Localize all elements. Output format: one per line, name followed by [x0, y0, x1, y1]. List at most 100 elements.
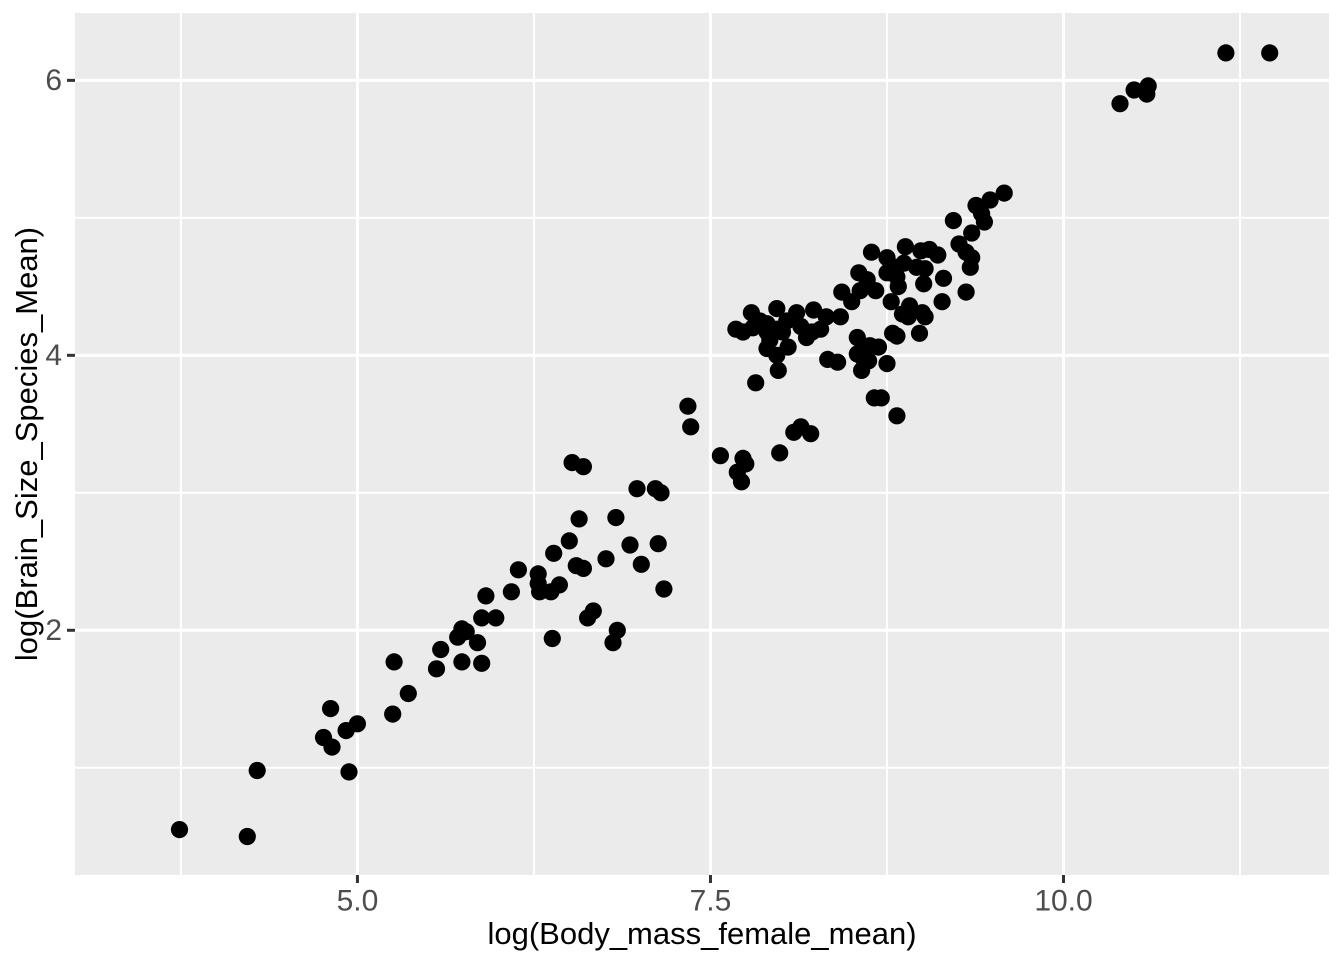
data-point [427, 660, 446, 678]
data-point [604, 634, 622, 652]
data-point [509, 561, 527, 579]
data-point [322, 700, 340, 718]
plot-panel [75, 13, 1329, 875]
data-point [649, 535, 667, 553]
data-point [607, 508, 625, 527]
data-point [560, 532, 578, 550]
data-point [915, 275, 933, 293]
data-point [1138, 85, 1156, 103]
data-point [579, 609, 597, 627]
data-point [543, 629, 561, 648]
data-point [574, 559, 593, 578]
data-point [961, 258, 979, 276]
data-point [869, 338, 888, 356]
data-point [453, 653, 471, 671]
data-point [769, 361, 787, 379]
data-point [682, 418, 700, 436]
data-point [862, 243, 881, 261]
data-point [888, 327, 906, 345]
data-point [545, 544, 563, 562]
data-point [170, 821, 189, 839]
data-point [981, 191, 999, 209]
data-point [1217, 44, 1235, 62]
data-point [323, 738, 341, 756]
data-point [944, 212, 963, 230]
data-point [432, 640, 450, 659]
data-point [963, 224, 981, 242]
data-point [502, 583, 520, 601]
data-point [340, 763, 358, 781]
data-point [899, 308, 917, 326]
y-axis-title: log(Brain_Size_Species_Mean) [9, 227, 44, 661]
data-point [802, 425, 820, 443]
data-point [477, 587, 495, 605]
data-point [732, 473, 751, 491]
y-tick-label: 2 [45, 614, 62, 647]
data-point [487, 609, 505, 627]
y-tick-label: 6 [45, 64, 62, 97]
axis-tick-marks [67, 78, 1066, 883]
data-point [929, 246, 947, 264]
data-point [628, 480, 646, 498]
data-point [785, 423, 803, 441]
data-point [878, 264, 896, 282]
data-point [384, 705, 402, 723]
data-point [248, 761, 266, 780]
data-point [679, 397, 697, 415]
data-point [747, 374, 765, 392]
data-point [771, 444, 789, 462]
data-point [853, 361, 871, 379]
x-tick-label: 10.0 [1034, 885, 1092, 918]
data-point [711, 447, 730, 465]
data-point [385, 653, 403, 671]
data-point [655, 580, 673, 598]
data-point [888, 407, 906, 425]
data-point [882, 293, 900, 311]
data-point [768, 300, 786, 318]
data-point [473, 654, 491, 672]
minor-gridlines [75, 13, 1329, 875]
data-point [449, 628, 467, 646]
data-point [779, 338, 797, 356]
y-tick-label: 4 [45, 339, 62, 372]
major-gridlines [75, 13, 1329, 875]
data-point [910, 324, 929, 342]
axis-tick-labels: 5.0 7.5 10.0 2 4 6 [45, 64, 1092, 918]
data-point [473, 609, 491, 627]
data-point [348, 715, 366, 733]
data-point [867, 282, 885, 300]
data-point [238, 827, 256, 846]
data-point [574, 458, 593, 476]
data-point [632, 555, 650, 573]
data-point [933, 293, 951, 311]
data-point [851, 282, 869, 300]
data-point [468, 634, 487, 652]
x-tick-label: 5.0 [337, 885, 379, 918]
data-point [817, 308, 835, 326]
data-point [788, 304, 806, 322]
data-point [399, 684, 417, 703]
data-point [1111, 95, 1129, 113]
data-point [550, 576, 569, 594]
data-point [597, 550, 615, 568]
data-point [829, 353, 847, 371]
x-tick-label: 7.5 [690, 885, 732, 918]
data-point [831, 308, 850, 326]
data-point [896, 238, 915, 256]
data-point [1261, 44, 1279, 62]
data-point [975, 213, 994, 231]
data-point [878, 355, 896, 373]
data-point [652, 484, 670, 502]
x-axis-title: log(Body_mass_female_mean) [487, 916, 916, 951]
data-point [621, 536, 639, 554]
data-point [916, 308, 934, 326]
data-point [995, 184, 1013, 202]
data-point [934, 269, 953, 287]
data-point [872, 389, 890, 407]
data-point [805, 301, 823, 319]
data-point [916, 260, 934, 278]
data-point [957, 283, 975, 301]
data-point [570, 510, 588, 528]
